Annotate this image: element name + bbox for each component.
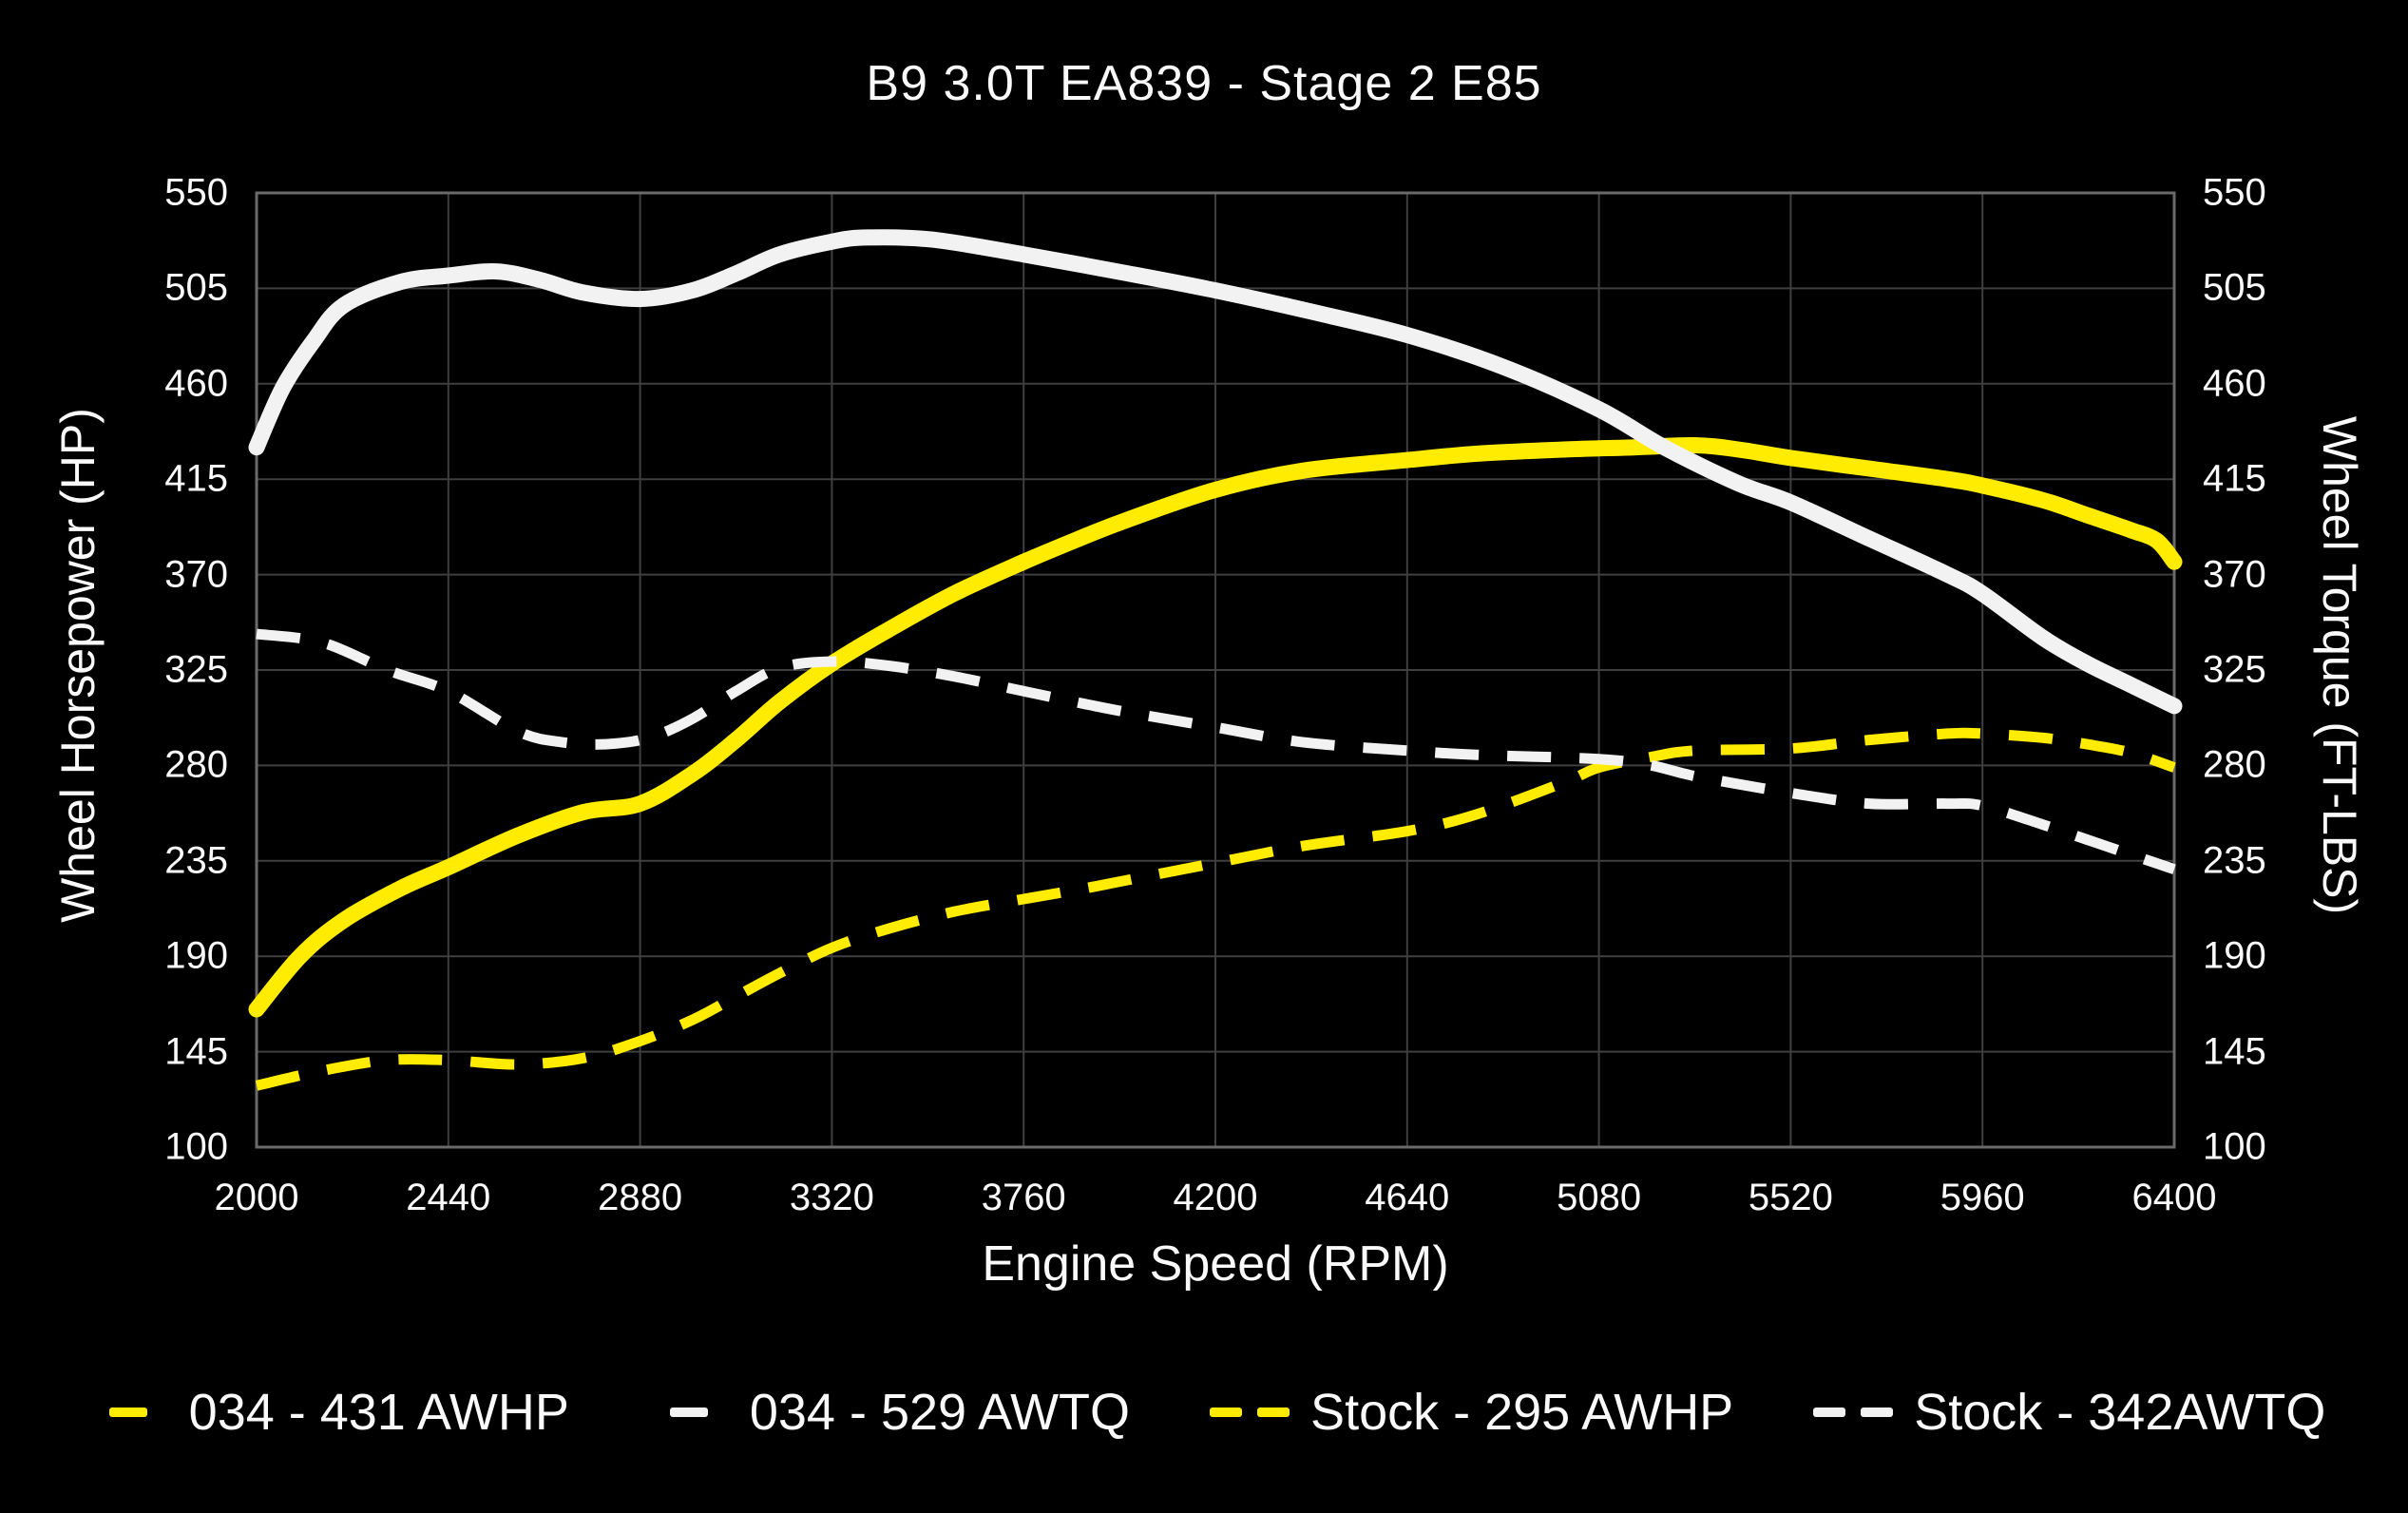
x-tick-label: 5960 [1940, 1177, 2025, 1218]
y-tick-label-right: 550 [2203, 171, 2266, 214]
dashed-line-swatch-icon [1210, 1408, 1290, 1417]
series-line-3 [256, 628, 2176, 874]
y-tick-label-left: 325 [164, 648, 228, 691]
x-tick-label: 2440 [406, 1177, 491, 1218]
y-tick-label-right: 280 [2203, 743, 2266, 786]
y-tick-label-left: 370 [164, 553, 228, 596]
plot-border [255, 191, 2176, 1149]
y-tick-label-right: 505 [2203, 266, 2266, 309]
series-line-0 [248, 436, 2183, 1018]
y-tick-label-left: 505 [164, 266, 228, 309]
solid-line-swatch-icon [108, 1408, 147, 1417]
series-line-1 [248, 229, 2183, 715]
series-line-2 [255, 727, 2176, 1091]
y-tick-label-right: 235 [2203, 839, 2266, 882]
legend-item-0: 034 - 431 AWHP [83, 1383, 569, 1442]
y-tick-label-left: 190 [164, 934, 228, 977]
legend-item-3: Stock - 342AWTQ [1807, 1383, 2325, 1442]
x-tick-label: 4200 [1173, 1177, 1258, 1218]
y-tick-label-right: 460 [2203, 362, 2266, 405]
y-tick-label-left: 145 [164, 1030, 228, 1073]
y-axis-title-right: Wheel Torque (FT-LBS) [2313, 415, 2366, 915]
solid-line-swatch-icon [669, 1408, 708, 1417]
x-axis-title: Engine Speed (RPM) [982, 1236, 1449, 1292]
x-tick-label: 2880 [598, 1177, 683, 1218]
y-tick-label-left: 550 [164, 171, 228, 214]
legend-label: 034 - 431 AWHP [188, 1384, 569, 1441]
dashed-line-swatch-icon [1813, 1408, 1894, 1417]
x-tick-label: 5520 [1748, 1177, 1833, 1218]
y-tick-label-left: 235 [164, 839, 228, 882]
x-tick-label: 5080 [1557, 1177, 1642, 1218]
y-tick-label-left: 280 [164, 743, 228, 786]
y-tick-label-right: 370 [2203, 553, 2266, 596]
x-tick-label: 4640 [1365, 1177, 1450, 1218]
y-tick-label-right: 145 [2203, 1030, 2266, 1073]
x-tick-label: 2000 [214, 1177, 299, 1218]
x-tick-label: 6400 [2131, 1177, 2217, 1218]
legend-item-2: Stock - 295 AWHP [1204, 1383, 1733, 1442]
y-tick-label-right: 415 [2203, 457, 2266, 500]
y-tick-label-left: 415 [164, 457, 228, 500]
y-tick-label-right: 325 [2203, 648, 2266, 691]
legend-label: Stock - 342AWTQ [1914, 1384, 2326, 1441]
y-tick-label-right: 190 [2203, 934, 2266, 977]
x-tick-label: 3760 [981, 1177, 1066, 1218]
legend-label: 034 - 529 AWTQ [749, 1384, 1131, 1441]
x-tick-label: 3320 [789, 1177, 874, 1218]
y-tick-label-right: 100 [2203, 1125, 2266, 1168]
legend: 034 - 431 AWHP 034 - 529 AWTQ Stock - 295 … [0, 1383, 2408, 1442]
y-tick-label-left: 100 [164, 1125, 228, 1168]
legend-label: Stock - 295 AWHP [1310, 1384, 1734, 1441]
y-tick-label-left: 460 [164, 362, 228, 405]
legend-item-1: 034 - 529 AWTQ [643, 1383, 1130, 1442]
chart-title: B9 3.0T EA839 - Stage 2 E85 [866, 56, 1542, 111]
